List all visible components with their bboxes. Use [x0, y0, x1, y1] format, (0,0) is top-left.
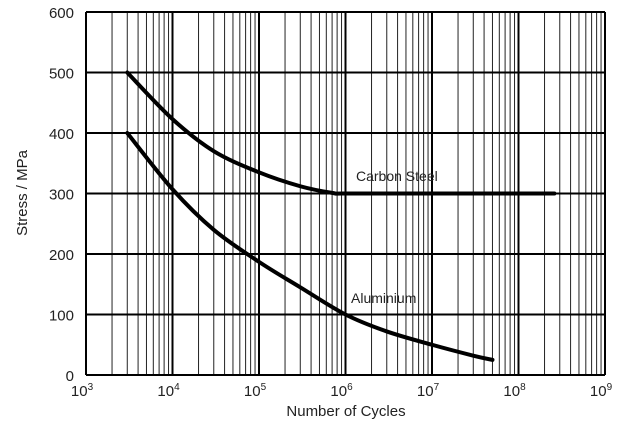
- x-tick-exponent: 3: [88, 382, 94, 393]
- y-tick-label: 400: [49, 126, 74, 143]
- series-label-carbon-steel: Carbon Steel: [356, 168, 438, 184]
- y-tick-label: 200: [49, 247, 74, 264]
- x-tick-label: 105: [244, 382, 267, 400]
- x-tick-exponent: 4: [174, 382, 180, 393]
- series-curves: [125, 70, 557, 362]
- x-tick-label: 103: [71, 382, 94, 400]
- x-axis-label: Number of Cycles: [286, 403, 405, 420]
- y-axis-label: Stress / MPa: [14, 149, 31, 236]
- x-tick-label: 107: [417, 382, 440, 400]
- x-tick-labels: 103 104 105 106 107 108 109: [71, 382, 613, 400]
- series-line-carbon-steel: [125, 70, 557, 196]
- y-tick-label: 600: [49, 5, 74, 22]
- series-line-aluminium: [125, 131, 495, 362]
- y-tick-label: 100: [49, 308, 74, 325]
- y-tick-label: 500: [49, 66, 74, 83]
- y-tick-labels: 0 100 200 300 400 500 600: [49, 5, 74, 385]
- x-tick-exponent: 9: [607, 382, 613, 393]
- x-tick-exponent: 5: [261, 382, 267, 393]
- x-tick-label: 104: [157, 382, 180, 400]
- grid: [85, 11, 606, 376]
- x-tick-exponent: 7: [434, 382, 440, 393]
- y-tick-label: 300: [49, 187, 74, 204]
- x-tick-label: 106: [330, 382, 353, 400]
- x-tick-exponent: 6: [347, 382, 353, 393]
- y-tick-label: 0: [66, 368, 74, 385]
- x-tick-label: 109: [590, 382, 613, 400]
- x-tick-exponent: 8: [520, 382, 526, 393]
- x-tick-label: 108: [503, 382, 526, 400]
- series-label-aluminium: Aluminium: [351, 290, 416, 306]
